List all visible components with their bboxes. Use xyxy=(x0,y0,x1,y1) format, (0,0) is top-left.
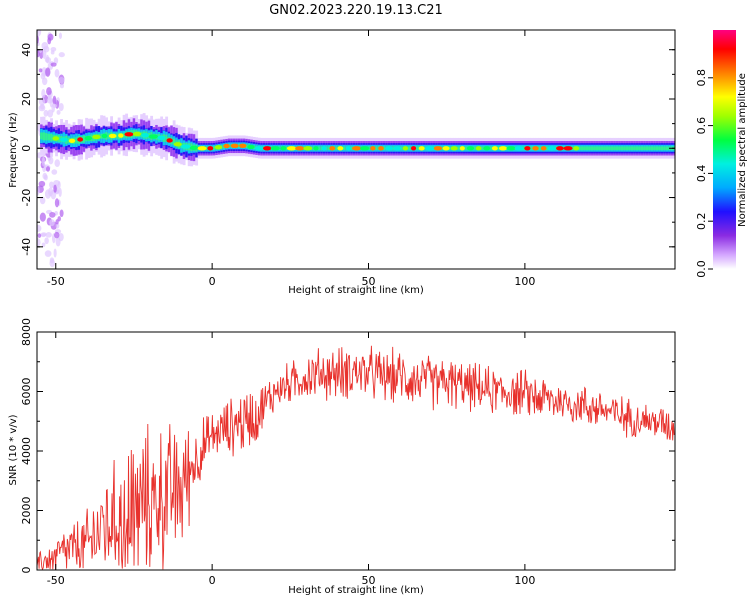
snr-y-tick-label: 8000 xyxy=(20,318,33,346)
spectrogram-frame xyxy=(36,29,676,270)
snr-y-tick-label: 2000 xyxy=(20,497,33,525)
colorbar-tick-label: 0.0 xyxy=(695,260,708,278)
snr-x-tick-label: 50 xyxy=(362,574,376,587)
snr-x-label: Height of straight line (km) xyxy=(288,585,424,596)
spectrogram-x-tick-label: 0 xyxy=(209,275,216,288)
colorbar: 0.0 0.2 0.4 0.6 0.8 Normalized spectral ampl… xyxy=(695,30,748,278)
spectrogram-heatmap xyxy=(37,30,675,268)
spectrogram-y-tick-label: -20 xyxy=(20,189,33,207)
snr-panel: -50 0 50 100 0 2000 4000 6000 8000 Height of str… xyxy=(8,318,676,596)
snr-series-line xyxy=(37,345,675,570)
spectrogram-ticks: -50 0 50 100 -40 -20 0 20 40 xyxy=(20,30,675,288)
snr-x-tick-label: 100 xyxy=(514,574,535,587)
colorbar-ticks: 0.0 0.2 0.4 0.6 0.8 xyxy=(695,69,713,278)
spectrogram-y-label: Frequency (Hz) xyxy=(8,112,19,188)
spectrogram-x-tick-label: -50 xyxy=(47,275,65,288)
spectrogram-y-tick-label: 20 xyxy=(20,92,33,106)
snr-y-tick-label: 0 xyxy=(20,567,33,574)
snr-y-tick-label: 4000 xyxy=(20,437,33,465)
colorbar-tick-label: 0.6 xyxy=(695,117,708,135)
snr-y-tick-label: 6000 xyxy=(20,378,33,406)
spectrogram-y-tick-label: 40 xyxy=(20,43,33,57)
colorbar-gradient xyxy=(713,30,736,269)
snr-ticks: -50 0 50 100 0 2000 4000 6000 8000 xyxy=(20,318,675,587)
snr-y-label: SNR (10 * v/v) xyxy=(8,414,19,485)
spectrogram-y-tick-label: 0 xyxy=(20,145,33,152)
colorbar-tick-label: 0.2 xyxy=(695,212,708,230)
spectrogram-panel: -50 0 50 100 -40 -20 0 20 40 Height of straight … xyxy=(8,29,676,296)
spectrogram-x-tick-label: 50 xyxy=(362,275,376,288)
colorbar-label: Normalized spectral amplitude xyxy=(737,73,748,227)
spectrogram-y-tick-label: -40 xyxy=(20,238,33,256)
snr-x-tick-label: -50 xyxy=(47,574,65,587)
colorbar-tick-label: 0.4 xyxy=(695,165,708,183)
spectrogram-x-tick-label: 100 xyxy=(514,275,535,288)
snr-x-tick-label: 0 xyxy=(209,574,216,587)
colorbar-tick-label: 0.8 xyxy=(695,69,708,87)
spectrogram-x-label: Height of straight line (km) xyxy=(288,285,424,296)
figure-title: GN02.2023.220.19.13.C21 xyxy=(269,3,443,18)
